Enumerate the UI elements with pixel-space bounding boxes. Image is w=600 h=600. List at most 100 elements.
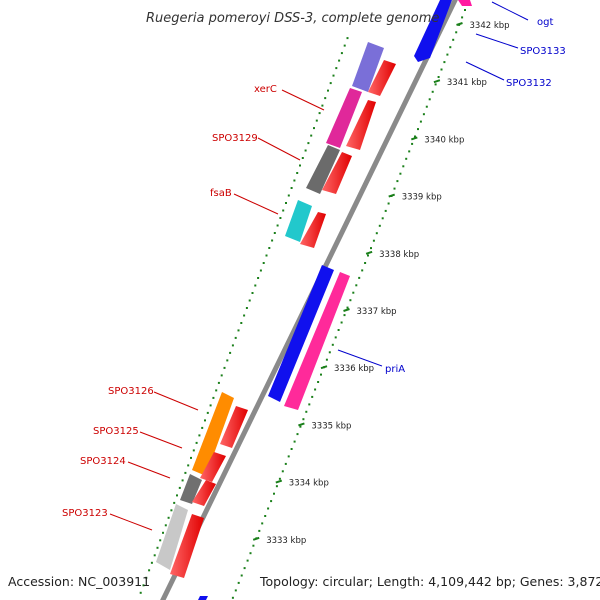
cds-arrow[interactable] [368,60,396,96]
tick-dot [419,120,422,123]
tick-dot [284,462,287,465]
label-spo3125[interactable]: SPO3125 [93,426,139,437]
major-tick [388,193,396,198]
tick-dot [364,262,367,264]
tick-label: 3342 kbp [470,21,510,31]
tick-dot [464,9,466,11]
tick-dot [393,187,396,190]
tick-dot [317,381,320,383]
tick-dot [282,209,285,212]
tick-dot [414,135,416,138]
gene-labels: ogt SPO3133 SPO3132 priA xerC SPO3129 fs… [62,17,566,519]
tick-dot [329,82,332,85]
tick-dot [184,471,187,474]
major-tick [252,536,260,541]
cds-arrow[interactable] [192,480,216,506]
tick-dot [148,569,151,572]
gene-spo3133[interactable] [414,0,452,62]
tick-dot [159,539,162,542]
tick-dot [187,464,190,467]
tick-label: 3336 kbp [334,364,374,374]
tick-dot [145,576,148,579]
cds-arrow[interactable] [346,100,376,150]
label-fsab[interactable]: fsaB [210,188,232,199]
tick-dot [261,522,264,525]
tick-dot [340,321,343,324]
tick-dot [308,403,311,406]
label-spo3133[interactable]: SPO3133 [520,46,566,57]
tick-dot [142,584,145,587]
gene-spo3131-like[interactable] [352,42,384,92]
label-pria[interactable]: priA [385,364,405,375]
leader-ogt [491,1,529,21]
major-tick [320,365,328,370]
tick-dot [318,112,321,115]
tick-dot [355,284,358,287]
tick-dot [237,581,240,584]
tick-dot [192,449,195,452]
cds-arrow[interactable] [170,514,204,578]
tick-dot [249,552,252,555]
label-spo3132[interactable]: SPO3132 [506,78,552,89]
gene-fsab[interactable] [285,200,312,242]
tick-dot [396,180,399,183]
leader-spo3132 [465,61,505,81]
tick-dot [358,276,361,279]
tick-dot [257,277,260,279]
tick-dot [417,128,419,131]
feature-layer [156,0,472,600]
tick-dot [408,150,411,153]
cds-arrow[interactable] [300,212,326,248]
major-tick [298,422,305,427]
gene-pria[interactable] [284,272,350,410]
tick-dot [139,591,142,594]
tick-dot [335,67,338,70]
tick-dot [181,479,184,482]
leader-xerc [281,89,325,111]
major-tick [433,79,441,84]
label-spo3126[interactable]: SPO3126 [108,386,154,397]
tick-dot [338,59,341,62]
cds-arrow[interactable] [322,152,352,194]
tick-dot [265,254,268,257]
tick-label: 3335 kbp [311,421,351,431]
label-xerc[interactable]: xerC [254,84,277,95]
tick-dot [387,202,390,205]
tick-dot [267,507,270,510]
tick-dot [176,494,178,497]
tick-dot [349,299,352,302]
gene-xerc[interactable] [326,88,362,148]
tick-dot [231,596,234,599]
tick-dot [248,299,251,302]
cds-arrow[interactable] [220,406,248,448]
tick-dot [402,165,405,168]
tick-dot [285,202,287,204]
tick-dot [270,500,273,503]
gene-spo3124[interactable] [156,504,188,570]
tick-dot [321,104,324,107]
label-spo3129[interactable]: SPO3129 [212,133,258,144]
leader-pria [337,349,383,367]
cds-arrow[interactable] [200,452,226,482]
label-ogt[interactable]: ogt [537,17,553,28]
tick-dot [446,53,449,56]
accession-label: Accession: NC_003911 [8,574,150,589]
tick-dot [234,589,237,592]
tick-dot [229,351,232,354]
tick-dot [381,217,384,220]
label-spo3124[interactable]: SPO3124 [80,456,126,467]
gene-spo3129[interactable] [306,145,340,194]
tick-dot [367,254,369,257]
gene-ogt[interactable] [458,0,472,6]
label-spo3123[interactable]: SPO3123 [62,508,108,519]
tick-dot [311,395,314,398]
tick-dot [324,97,327,100]
gene-spo3126[interactable] [192,392,234,476]
tick-dot [361,269,364,272]
gene-spo3125[interactable] [180,474,202,504]
tick-dot [431,90,434,93]
major-tick [343,308,350,312]
tick-dot [346,306,349,309]
tick-dot [313,127,315,130]
gene-spo3127[interactable] [268,265,334,402]
